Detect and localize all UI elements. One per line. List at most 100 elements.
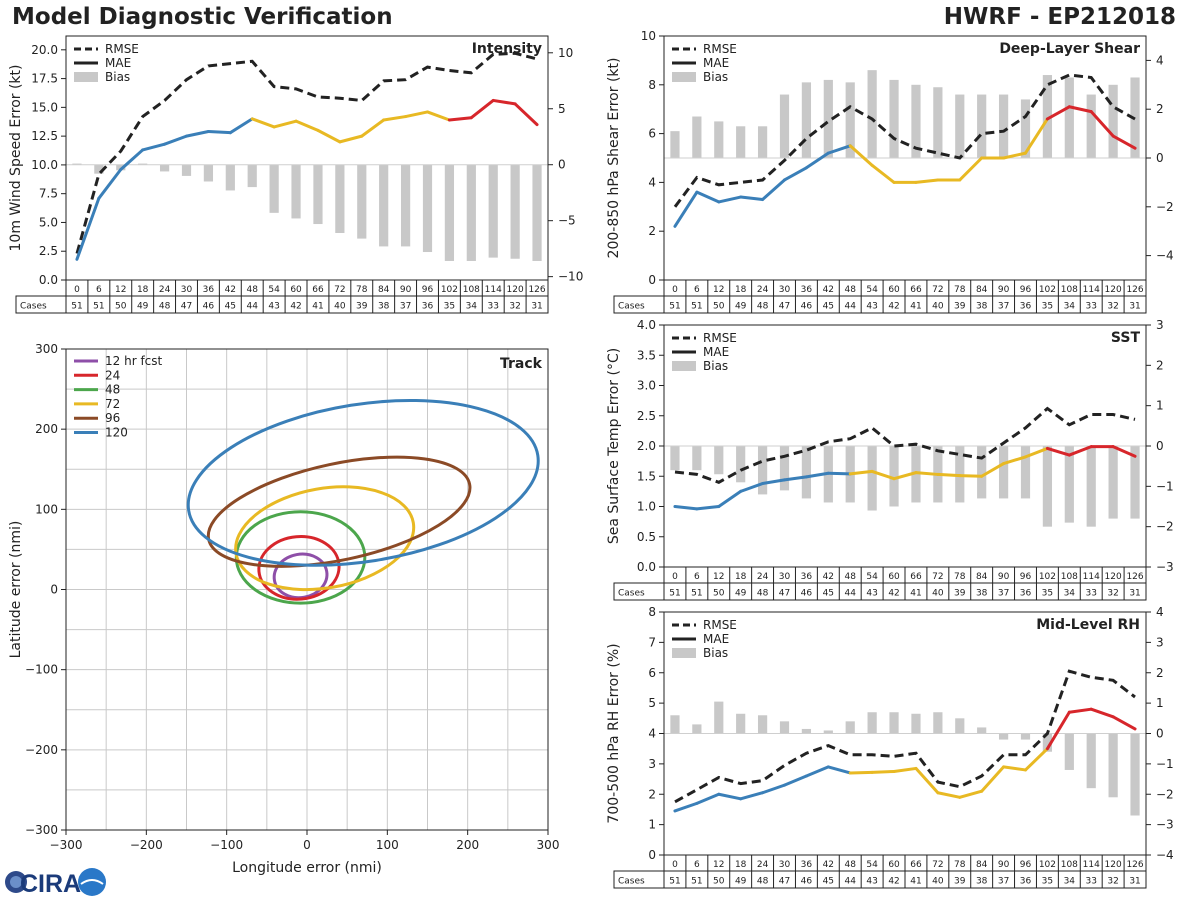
shear-cases-label: Cases <box>618 302 645 312</box>
shear-bias-bar <box>1042 75 1053 158</box>
shear-mae-segment <box>848 144 874 167</box>
rh-y2tick-label: −4 <box>1156 848 1174 862</box>
rh-ytick-label: 3 <box>648 757 656 771</box>
intensity-hour-label: 42 <box>225 285 236 295</box>
sst-bias-bar <box>1020 446 1031 499</box>
shear-mae-segment <box>804 151 830 170</box>
shear-bias-bar <box>998 94 1009 158</box>
intensity-cases-value: 49 <box>137 302 149 312</box>
intensity-hour-label: 24 <box>159 285 171 295</box>
rh-hour-label: 48 <box>845 860 857 870</box>
intensity-legend-rmse-label: RMSE <box>105 42 139 56</box>
shear-bias-bar <box>867 70 877 158</box>
sst-bias-bar <box>998 446 1009 499</box>
shear-hour-label: 6 <box>694 285 700 295</box>
intensity-cases-value: 48 <box>159 302 171 312</box>
intensity-cases-value: 31 <box>531 302 542 312</box>
shear-bias-bar <box>911 84 921 158</box>
shear-cases-value: 33 <box>1086 302 1097 312</box>
track-legend-label: 96 <box>105 411 120 425</box>
rh-y2tick-label: 1 <box>1156 696 1164 710</box>
shear-hour-label: 12 <box>713 285 724 295</box>
sst-mae-segment <box>958 474 984 478</box>
rh-hour-label: 102 <box>1039 860 1056 870</box>
sst-hour-label: 102 <box>1039 572 1056 582</box>
intensity-mae-segment <box>360 118 386 138</box>
shear-hour-label: 72 <box>932 285 943 295</box>
track-legend-label: 120 <box>105 426 128 440</box>
rh-mae-segment <box>870 769 896 774</box>
intensity-hour-label: 6 <box>96 285 102 295</box>
shear-bias-bar <box>1064 77 1074 158</box>
sst-y2tick-label: 3 <box>1156 318 1164 332</box>
rh-mae-segment <box>826 765 852 775</box>
rh-bias-bar <box>692 724 702 734</box>
rh-hour-label: 120 <box>1105 860 1122 870</box>
intensity-bias-bar <box>379 164 389 247</box>
sst-bias-bar <box>736 446 746 483</box>
rh-cases-value: 50 <box>713 877 725 887</box>
shear-hour-label: 78 <box>954 285 966 295</box>
rh-cases-label: Cases <box>618 877 645 887</box>
rh-hour-label: 42 <box>823 860 834 870</box>
sst-cases-value: 35 <box>1042 589 1053 599</box>
shear-y2tick-label: 2 <box>1156 102 1164 116</box>
rh-cases-value: 49 <box>735 877 747 887</box>
shear-hour-label: 96 <box>1020 285 1032 295</box>
rh-bias-bar <box>911 713 921 734</box>
shear-ytick-label: 0 <box>648 273 656 287</box>
sst-cases-value: 47 <box>779 589 790 599</box>
intensity-y2tick-label: 10 <box>558 46 573 60</box>
sst-bias-bar <box>889 446 899 507</box>
shear-cases-value: 46 <box>801 302 813 312</box>
rh-ytick-label: 7 <box>648 635 656 649</box>
shear-ytick-label: 4 <box>648 175 656 189</box>
sst-cases-value: 49 <box>735 589 747 599</box>
shear-mae-segment <box>695 190 721 204</box>
shear-cases-value: 48 <box>757 302 769 312</box>
sst-hour-label: 120 <box>1105 572 1122 582</box>
shear-cases-value: 36 <box>1020 302 1032 312</box>
rh-y2tick-label: 2 <box>1156 666 1164 680</box>
sst-bias-bar <box>1108 446 1118 519</box>
intensity-cases-value: 44 <box>247 302 259 312</box>
rh-hour-label: 72 <box>932 860 943 870</box>
sst-legend-bias-label: Bias <box>703 359 728 373</box>
rh-cases-value: 32 <box>1107 877 1118 887</box>
sst-mae-segment <box>1067 445 1093 457</box>
shear-hour-label: 66 <box>910 285 922 295</box>
intensity-cases-label: Cases <box>20 302 47 312</box>
rh-cases-value: 47 <box>779 877 790 887</box>
sst-mae-segment <box>783 475 808 482</box>
shear-mae-segment <box>914 178 940 184</box>
shear-bias-bar <box>736 126 746 158</box>
sst-ytick-label: 2.0 <box>637 439 656 453</box>
rh-hour-label: 108 <box>1061 860 1078 870</box>
intensity-bias-bar <box>247 164 257 188</box>
intensity-bias-bar <box>488 164 498 258</box>
intensity-bias-bar <box>400 164 411 247</box>
intensity-cases-value: 33 <box>488 302 499 312</box>
rh-mae-segment <box>980 765 1006 793</box>
rh-cases-value: 42 <box>888 877 899 887</box>
sst-mae-segment <box>761 478 786 486</box>
intensity-cases-value: 35 <box>444 302 455 312</box>
intensity-legend-bias-swatch <box>74 72 98 82</box>
shear-cases-value: 34 <box>1064 302 1076 312</box>
rh-ytick-label: 6 <box>648 666 656 680</box>
intensity-cases-value: 51 <box>93 302 104 312</box>
sst-mae-segment <box>1024 446 1049 459</box>
shear-mae-segment <box>783 166 808 182</box>
sst-mae-segment <box>1002 455 1027 466</box>
rh-mae-segment <box>1111 715 1137 731</box>
sst-bias-bar <box>670 446 680 471</box>
rh-hour-label: 54 <box>866 860 878 870</box>
intensity-hour-label: 30 <box>181 285 193 295</box>
rh-ytick-label: 1 <box>648 818 656 832</box>
sst-hour-label: 60 <box>888 572 900 582</box>
rh-bias-bar <box>801 728 812 734</box>
cira-logo: CIRA <box>5 868 106 898</box>
track-ellipse-24h <box>257 535 341 601</box>
sst-hour-label: 12 <box>713 572 724 582</box>
